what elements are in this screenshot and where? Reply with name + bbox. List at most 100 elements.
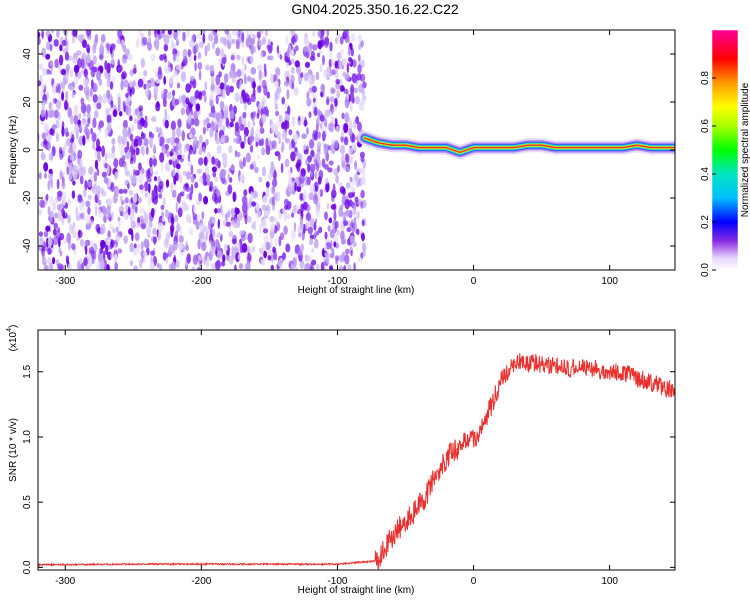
spectrogram-ridge-layer [357, 131, 675, 160]
noise-speckle [324, 177, 329, 185]
colorbar-tick-label: 0.8 [700, 71, 711, 85]
noise-speckle [81, 58, 85, 69]
noise-speckle [64, 74, 70, 80]
noise-speckle [177, 30, 181, 36]
noise-speckle [144, 192, 148, 198]
noise-speckle [185, 205, 190, 211]
noise-speckle [294, 41, 297, 47]
noise-speckle [306, 176, 311, 186]
svg-text:(x104): (x104) [6, 325, 19, 352]
noise-speckle [215, 138, 220, 145]
noise-speckle [69, 114, 74, 125]
noise-speckle [318, 49, 324, 54]
y-tick-label: 0.0 [22, 560, 33, 574]
noise-speckle [302, 190, 307, 200]
noise-speckle [223, 73, 229, 83]
noise-speckle [139, 215, 144, 223]
noise-speckle [355, 116, 359, 125]
noise-speckle [239, 239, 243, 250]
noise-speckle [62, 210, 66, 219]
noise-speckle [193, 118, 200, 127]
noise-speckle [297, 227, 301, 233]
noise-speckle [312, 97, 316, 103]
noise-speckle [309, 55, 316, 62]
noise-speckle [241, 202, 248, 214]
noise-speckle [139, 207, 146, 214]
noise-speckle [336, 90, 341, 99]
noise-speckle [274, 124, 279, 136]
noise-speckle [101, 34, 106, 43]
noise-speckle [56, 132, 59, 143]
noise-speckle [225, 85, 231, 96]
noise-speckle [57, 190, 63, 197]
noise-speckle [258, 176, 263, 183]
noise-speckle [227, 210, 231, 218]
noise-speckle [239, 80, 243, 91]
noise-speckle [166, 252, 169, 258]
noise-speckle [38, 63, 44, 71]
noise-speckle [174, 137, 180, 144]
noise-speckle [343, 264, 347, 270]
noise-speckle [274, 91, 278, 101]
noise-speckle [45, 53, 51, 60]
noise-speckle [181, 130, 185, 142]
noise-speckle [169, 151, 173, 157]
noise-speckle [350, 250, 353, 257]
noise-speckle [155, 36, 160, 43]
noise-speckle [97, 150, 101, 161]
noise-speckle [355, 96, 360, 105]
noise-speckle [50, 30, 54, 34]
noise-speckle [132, 67, 137, 74]
noise-speckle [270, 161, 275, 170]
noise-speckle [250, 191, 254, 202]
noise-speckle [54, 58, 59, 69]
noise-speckle [290, 151, 296, 162]
noise-speckle [57, 236, 61, 248]
noise-speckle [84, 240, 89, 246]
noise-speckle [165, 179, 170, 188]
noise-speckle [195, 103, 201, 112]
noise-speckle [91, 132, 97, 143]
noise-speckle [52, 201, 56, 212]
noise-speckle [125, 105, 129, 116]
noise-speckle [233, 105, 237, 115]
noise-speckle [45, 41, 51, 50]
noise-speckle [344, 254, 350, 265]
noise-speckle [130, 220, 136, 229]
noise-speckle [111, 152, 116, 160]
noise-speckle [73, 115, 79, 125]
noise-speckle [155, 42, 159, 51]
noise-speckle [71, 190, 76, 199]
noise-speckle [300, 72, 304, 79]
noise-speckle [187, 114, 192, 125]
noise-speckle [82, 78, 89, 88]
noise-speckle [64, 51, 70, 61]
noise-speckle [87, 96, 91, 103]
noise-speckle [145, 242, 150, 249]
noise-speckle [335, 174, 339, 184]
noise-speckle [336, 33, 341, 39]
noise-speckle [326, 202, 330, 210]
noise-speckle [124, 212, 129, 220]
noise-speckle [290, 49, 295, 56]
noise-speckle [51, 124, 58, 130]
noise-speckle [283, 211, 287, 222]
noise-speckle [262, 228, 269, 234]
noise-speckle [85, 214, 91, 225]
x-tick-label: -100 [327, 276, 347, 287]
noise-speckle [274, 215, 278, 227]
noise-speckle [61, 192, 67, 199]
noise-speckle [83, 187, 87, 198]
noise-speckle [313, 233, 317, 240]
noise-speckle [294, 60, 300, 68]
noise-speckle [330, 103, 334, 112]
noise-speckle [272, 74, 278, 83]
noise-speckle [203, 156, 208, 166]
noise-speckle [43, 138, 47, 146]
noise-speckle [290, 66, 295, 75]
noise-speckle [164, 162, 171, 172]
y-tick-label: 1.0 [22, 430, 33, 444]
snr-y-axis-label: SNR (10 * v/v) [8, 418, 19, 482]
noise-speckle [110, 100, 114, 108]
noise-speckle [61, 121, 65, 130]
